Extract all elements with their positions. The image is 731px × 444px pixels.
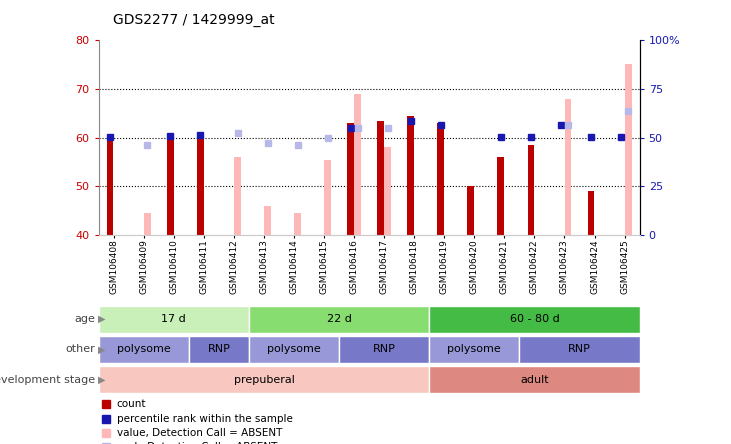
Bar (144, 214, 151, 235)
Bar (189, 336, 249, 363)
Text: ▶: ▶ (98, 375, 105, 385)
Text: polysome: polysome (117, 345, 170, 354)
Bar (265, 206, 271, 235)
Bar (407, 116, 414, 235)
Bar (197, 135, 203, 235)
Bar (249, 305, 429, 333)
Text: ▶: ▶ (98, 314, 105, 324)
Bar (437, 123, 444, 235)
Text: age: age (74, 314, 95, 324)
Bar (99, 336, 189, 363)
Bar (588, 191, 594, 235)
Text: polysome: polysome (447, 345, 501, 354)
Bar (625, 64, 632, 235)
Text: 17 d: 17 d (162, 314, 186, 324)
Bar (498, 157, 504, 235)
Text: prepuberal: prepuberal (233, 375, 295, 385)
Bar (99, 366, 429, 393)
Bar (339, 336, 429, 363)
Text: 60 - 80 d: 60 - 80 d (510, 314, 559, 324)
Bar (355, 94, 361, 235)
Text: ▶: ▶ (98, 345, 105, 354)
Text: RNP: RNP (568, 345, 591, 354)
Text: adult: adult (520, 375, 549, 385)
Bar (377, 121, 384, 235)
Bar (429, 366, 640, 393)
Bar (325, 160, 331, 235)
Text: rank, Detection Call = ABSENT: rank, Detection Call = ABSENT (117, 442, 277, 444)
Bar (429, 336, 520, 363)
Bar (565, 99, 572, 235)
Text: other: other (65, 345, 95, 354)
Text: RNP: RNP (373, 345, 395, 354)
Bar (234, 157, 240, 235)
Text: percentile rank within the sample: percentile rank within the sample (117, 413, 292, 424)
Text: polysome: polysome (267, 345, 321, 354)
Bar (528, 145, 534, 235)
Bar (107, 135, 113, 235)
Text: GDS2277 / 1429999_at: GDS2277 / 1429999_at (113, 13, 275, 28)
Bar (167, 137, 173, 235)
Bar (295, 214, 301, 235)
Text: development stage: development stage (0, 375, 95, 385)
Text: value, Detection Call = ABSENT: value, Detection Call = ABSENT (117, 428, 282, 438)
Bar (249, 336, 339, 363)
Text: count: count (117, 399, 146, 409)
Bar (99, 305, 249, 333)
Bar (385, 147, 391, 235)
Bar (429, 305, 640, 333)
Bar (520, 336, 640, 363)
Bar (347, 123, 354, 235)
Text: RNP: RNP (208, 345, 230, 354)
Bar (467, 186, 474, 235)
Text: 22 d: 22 d (327, 314, 352, 324)
